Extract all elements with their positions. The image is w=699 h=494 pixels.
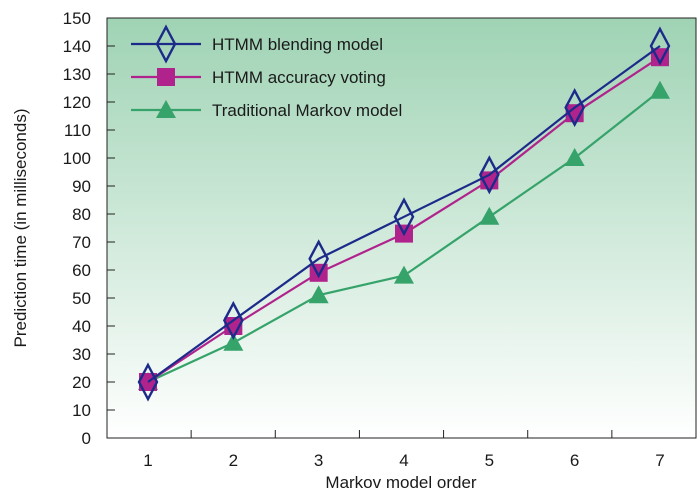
series-diamond	[137, 26, 671, 402]
x-tick-label: 4	[399, 451, 408, 470]
legend-label: Traditional Markov model	[212, 101, 402, 120]
diamond-marker	[564, 88, 586, 128]
x-tick-label: 3	[314, 451, 323, 470]
legend-item: HTMM accuracy voting	[131, 68, 386, 87]
y-tick-label: 10	[72, 401, 91, 420]
series-line	[147, 45, 661, 383]
legend-label: HTMM blending model	[212, 35, 383, 54]
diamond-marker	[478, 155, 500, 195]
diamond-marker	[222, 300, 244, 340]
y-tick-label: 50	[72, 289, 91, 308]
x-tick-label: 7	[655, 451, 664, 470]
x-axis: 1 2 3 4 5 6 7	[106, 430, 697, 470]
y-tick-label: 130	[63, 65, 91, 84]
x-tick-label: 6	[570, 451, 579, 470]
square-marker	[309, 263, 328, 282]
x-tick-label: 2	[229, 451, 238, 470]
y-tick-label: 150	[63, 9, 91, 28]
y-tick-label: 0	[82, 429, 91, 448]
y-tick-label: 90	[72, 177, 91, 196]
y-tick-label: 110	[64, 121, 91, 140]
diamond-marker	[308, 239, 330, 279]
y-tick-label: 70	[72, 233, 91, 252]
y-tick-label: 140	[63, 37, 91, 56]
y-tick-label: 120	[63, 93, 91, 112]
legend-item: Traditional Markov model	[131, 100, 402, 120]
y-tick-label: 80	[72, 205, 91, 224]
y-tick-label: 100	[63, 149, 91, 168]
triangle-marker	[564, 148, 585, 166]
y-tick-label: 30	[72, 345, 91, 364]
diamond-marker	[137, 362, 159, 402]
x-tick-label: 1	[143, 451, 152, 470]
series-triangle	[138, 80, 670, 390]
y-tick-label: 60	[72, 261, 91, 280]
square-marker	[157, 68, 175, 86]
legend: HTMM blending model HTMM accuracy voting T…	[131, 24, 402, 120]
triangle-marker	[479, 206, 500, 225]
triangle-marker	[156, 100, 176, 118]
x-axis-title: Markov model order	[325, 473, 477, 492]
diamond-marker	[393, 197, 415, 237]
series-layer	[137, 26, 671, 402]
diamond-marker	[155, 24, 177, 64]
x-tick-label: 5	[485, 451, 494, 470]
legend-label: HTMM accuracy voting	[212, 68, 386, 87]
legend-item: HTMM blending model	[131, 24, 383, 64]
y-tick-label: 40	[72, 317, 91, 336]
y-tick-label: 20	[72, 373, 91, 392]
triangle-marker	[223, 332, 244, 351]
y-axis-title: Prediction time (in milliseconds)	[11, 108, 30, 347]
diamond-marker	[649, 26, 671, 66]
triangle-marker	[393, 265, 414, 284]
y-axis: 0 10 20 30 40 50 60 70 80 90 100 110 120 130 140 150	[63, 9, 115, 448]
triangle-marker	[649, 80, 670, 99]
triangle-marker	[308, 285, 329, 304]
